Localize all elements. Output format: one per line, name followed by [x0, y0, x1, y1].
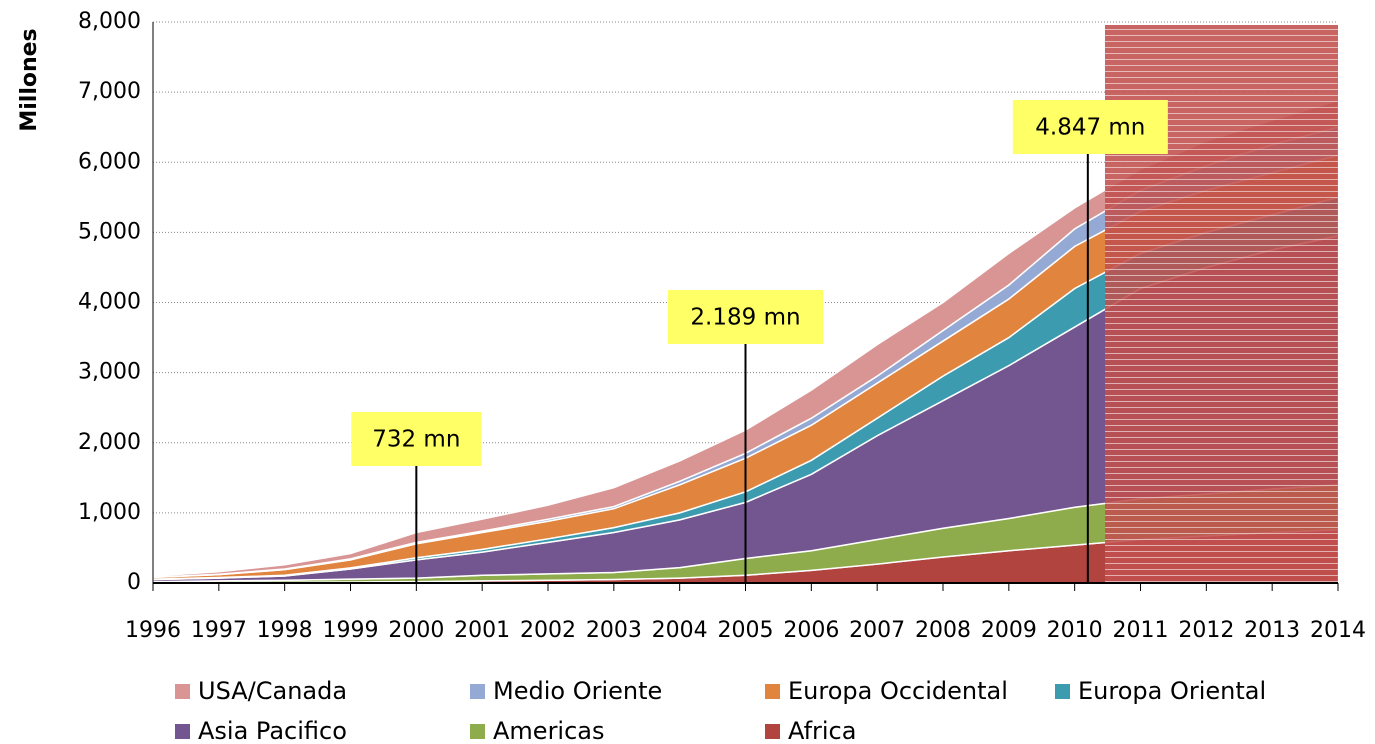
y-tick-label: 2,000	[78, 430, 141, 455]
y-tick-label: 1,000	[78, 500, 141, 525]
annotation-box	[351, 412, 482, 466]
y-axis-label: Millones	[17, 28, 42, 131]
x-tick-label: 2012	[1178, 618, 1234, 643]
legend-swatch	[1055, 684, 1070, 699]
annotation-text: 2.189 mn	[690, 305, 800, 331]
annotation-box	[668, 290, 823, 344]
x-tick-label: 2007	[849, 618, 905, 643]
annotation: 2.189 mn	[668, 290, 823, 583]
x-tick-label: 2002	[520, 618, 576, 643]
x-tick-label: 2000	[388, 618, 444, 643]
annotation-text: 4.847 mn	[1035, 115, 1145, 141]
annotation: 732 mn	[351, 412, 482, 583]
x-tick-label: 1999	[323, 618, 379, 643]
legend-label: USA/Canada	[198, 677, 347, 705]
y-tick-label: 6,000	[78, 149, 141, 174]
annotation-box	[1012, 100, 1168, 154]
y-tick-label: 5,000	[78, 219, 141, 244]
legend-swatch	[470, 724, 485, 739]
legend-label: Europa Oriental	[1078, 677, 1266, 705]
y-tick-label: 0	[127, 570, 141, 595]
x-tick-label: 2004	[652, 618, 708, 643]
x-tick-label: 2001	[454, 618, 510, 643]
x-tick-label: 2010	[1047, 618, 1103, 643]
legend-swatch	[175, 684, 190, 699]
legend-label: Medio Oriente	[493, 677, 662, 705]
x-tick-label: 2006	[783, 618, 839, 643]
legend-swatch	[765, 724, 780, 739]
x-tick-label: 2011	[1113, 618, 1169, 643]
y-tick-label: 8,000	[78, 9, 141, 34]
x-tick-label: 2013	[1244, 618, 1300, 643]
y-tick-label: 3,000	[78, 360, 141, 385]
x-tick-label: 1998	[257, 618, 313, 643]
x-tick-label: 2003	[586, 618, 642, 643]
x-tick-label: 2014	[1310, 618, 1366, 643]
x-tick-label: 1997	[191, 618, 247, 643]
legend-label: Asia Pacifico	[198, 717, 347, 744]
y-tick-label: 4,000	[78, 290, 141, 315]
legend-swatch	[765, 684, 780, 699]
annotation-text: 732 mn	[372, 427, 460, 453]
legend-label: Americas	[493, 717, 605, 744]
legend-label: Africa	[788, 717, 856, 744]
legend-swatch	[470, 684, 485, 699]
x-tick-label: 2009	[981, 618, 1037, 643]
annotation: 4.847 mn	[1012, 100, 1168, 583]
x-tick-label: 1996	[125, 618, 181, 643]
y-tick-label: 7,000	[78, 79, 141, 104]
x-tick-label: 2008	[915, 618, 971, 643]
x-tick-label: 2005	[718, 618, 774, 643]
legend-label: Europa Occidental	[788, 677, 1008, 705]
legend-swatch	[175, 724, 190, 739]
